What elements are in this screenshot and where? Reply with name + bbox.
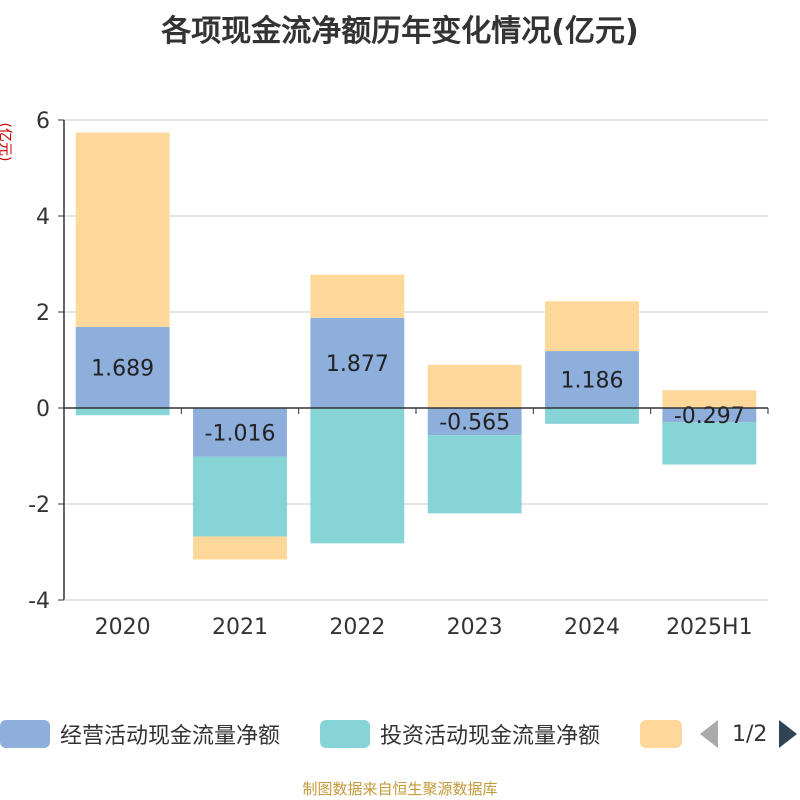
x-tick-label: 2023: [447, 615, 503, 640]
data-label: -0.565: [439, 411, 510, 436]
prev-page-arrow-icon[interactable]: [700, 720, 718, 748]
bar-operating: [545, 351, 639, 408]
y-tick-label: -4: [28, 589, 50, 614]
legend-item-operating[interactable]: 经营活动现金流量净额: [0, 714, 280, 754]
bar-investing: [662, 422, 757, 465]
y-tick-label: 0: [36, 397, 50, 422]
source-footer: 制图数据来自恒生聚源数据库: [302, 780, 498, 798]
legend-swatch-investing: [320, 720, 370, 748]
chart-plot-area: -4 -2 0 2 4 6 1.689 2020 -1.016 2021 1.877 2022 -0.5…: [28, 109, 769, 640]
bar-financing: [75, 132, 170, 327]
bar-investing: [75, 408, 170, 416]
legend: 经营活动现金流量净额 投资活动现金流量净额 1/2: [0, 714, 800, 754]
bar-operating: [75, 326, 170, 408]
legend-item-investing[interactable]: 投资活动现金流量净额: [320, 714, 600, 754]
bar-financing: [545, 301, 639, 352]
y-tick-label: 6: [36, 109, 50, 134]
bar-financing: [662, 390, 757, 408]
x-tick-label: 2025H1: [666, 615, 753, 640]
legend-pager: 1/2: [700, 714, 798, 754]
next-page-arrow-icon[interactable]: [779, 720, 798, 748]
bar-operating: [427, 408, 522, 436]
bar-investing: [427, 435, 522, 514]
bar-financing: [310, 274, 405, 318]
x-tick-label: 2020: [95, 615, 151, 640]
y-tick-label: 4: [36, 205, 50, 230]
x-tick-label: 2022: [329, 615, 385, 640]
legend-item-financing[interactable]: [640, 714, 692, 754]
bar-investing: [193, 456, 287, 537]
chart-title: 各项现金流净额历年变化情况(亿元): [161, 14, 639, 49]
bar-financing: [193, 536, 287, 560]
bar-operating: [193, 408, 287, 457]
legend-label-operating: 经营活动现金流量净额: [60, 724, 281, 749]
bar-operating: [662, 408, 757, 423]
data-label: 1.689: [91, 356, 154, 381]
bar-investing: [310, 408, 405, 544]
legend-swatch-operating: [0, 720, 50, 748]
legend-label-investing: 投资活动现金流量净额: [380, 724, 601, 749]
legend-page-indicator: 1/2: [732, 721, 768, 747]
data-label: 1.186: [561, 369, 624, 394]
bar-financing: [427, 364, 522, 408]
legend-swatch-financing: [640, 720, 682, 748]
x-tick-label: 2024: [564, 615, 620, 640]
bar-operating: [310, 317, 405, 408]
data-label: 1.877: [326, 352, 389, 377]
y-tick-label: 2: [36, 301, 50, 326]
bar-investing: [545, 408, 639, 424]
data-label: -1.016: [205, 421, 276, 446]
x-tick-label: 2021: [212, 615, 268, 640]
y-tick-label: -2: [28, 493, 50, 518]
